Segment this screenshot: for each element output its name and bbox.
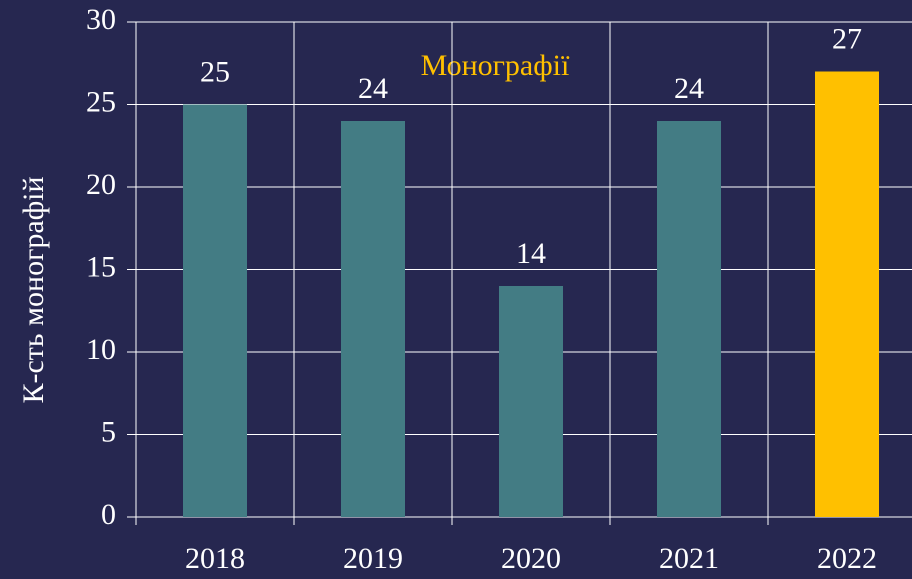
y-tick-label: 25 bbox=[86, 85, 116, 118]
bar bbox=[499, 286, 563, 517]
y-tick-label: 0 bbox=[101, 498, 116, 531]
data-label: 24 bbox=[358, 72, 388, 105]
x-tick-label: 2022 bbox=[817, 542, 877, 575]
y-axis-label: К-сть монографій bbox=[17, 176, 50, 403]
bar bbox=[657, 121, 721, 517]
bar bbox=[815, 71, 879, 517]
data-label: 25 bbox=[200, 55, 230, 88]
bar bbox=[341, 121, 405, 517]
y-tick-label: 5 bbox=[101, 415, 116, 448]
y-tick-label: 15 bbox=[86, 250, 116, 283]
x-tick-label: 2018 bbox=[185, 542, 245, 575]
x-tick-label: 2021 bbox=[659, 542, 719, 575]
bar bbox=[183, 104, 247, 517]
y-tick-label: 20 bbox=[86, 168, 116, 201]
x-tick-label: 2019 bbox=[343, 542, 403, 575]
chart-title: Монографії bbox=[421, 49, 570, 82]
y-tick-label: 10 bbox=[86, 333, 116, 366]
x-tick-label: 2020 bbox=[501, 542, 561, 575]
data-label: 27 bbox=[832, 22, 862, 55]
data-label: 24 bbox=[674, 72, 704, 105]
y-tick-label: 30 bbox=[86, 3, 116, 36]
data-label: 14 bbox=[516, 237, 546, 270]
